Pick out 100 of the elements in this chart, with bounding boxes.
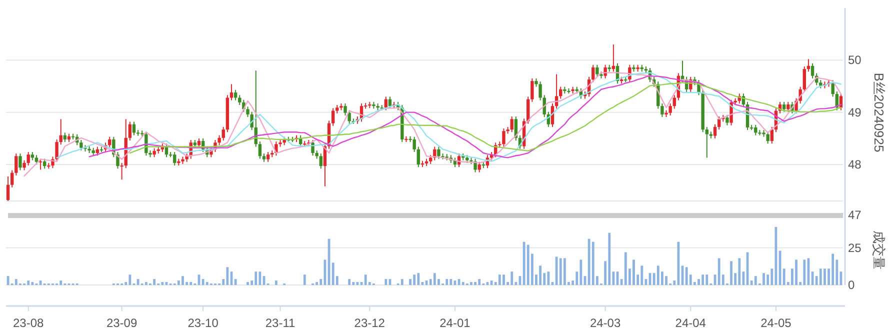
- candlestick: [612, 44, 616, 72]
- x-tick-label: 24-01: [440, 316, 471, 330]
- bar: [782, 268, 786, 285]
- x-tick-label: 23-10: [188, 316, 219, 330]
- candlestick: [230, 84, 234, 101]
- bar: [446, 279, 448, 285]
- bar: [190, 282, 192, 285]
- bar: [316, 282, 318, 285]
- bar: [608, 232, 611, 285]
- bar: [498, 274, 501, 285]
- y-axis-title: 成交量: [872, 230, 887, 270]
- candlestick: [43, 158, 46, 170]
- bar: [153, 279, 156, 285]
- bar: [136, 279, 140, 285]
- candlestick: [831, 79, 834, 98]
- bar: [677, 242, 680, 285]
- bar: [470, 282, 472, 285]
- candlestick: [596, 64, 599, 78]
- candlestick: [786, 101, 790, 112]
- bar: [352, 282, 355, 285]
- candlestick: [344, 102, 347, 116]
- bar: [824, 268, 826, 285]
- bar: [588, 238, 590, 285]
- candlestick: [10, 170, 14, 188]
- candlestick: [592, 64, 595, 83]
- bar: [803, 260, 806, 285]
- candlestick: [14, 153, 18, 176]
- bar: [632, 260, 635, 285]
- candlestick: [34, 154, 38, 165]
- bar: [770, 268, 774, 285]
- y-tick-label: 48: [848, 157, 862, 172]
- candlestick: [726, 114, 729, 126]
- candlestick: [510, 116, 514, 133]
- candlestick: [416, 146, 420, 168]
- bar: [128, 274, 132, 285]
- bar: [738, 258, 741, 285]
- bar: [60, 280, 62, 285]
- bar: [332, 262, 334, 285]
- bar: [563, 258, 566, 285]
- bar: [462, 282, 464, 285]
- candlestick: [120, 162, 124, 180]
- candlestick: [474, 158, 477, 173]
- candlestick: [266, 151, 270, 162]
- bar: [478, 279, 481, 285]
- bar: [624, 252, 627, 285]
- x-tick-label: 23-12: [354, 316, 386, 330]
- candlestick: [258, 141, 262, 160]
- bar: [832, 254, 834, 285]
- candlestick: [222, 126, 225, 141]
- bar: [762, 273, 765, 285]
- bar: [450, 279, 452, 285]
- candlestick: [559, 86, 562, 100]
- candlestick: [173, 151, 176, 166]
- bar: [702, 274, 704, 285]
- candlestick: [717, 116, 721, 130]
- bar: [417, 273, 420, 285]
- x-tick-label: 24-05: [760, 316, 792, 330]
- bar: [730, 261, 732, 285]
- y-tick-label: 47: [848, 208, 862, 222]
- bar: [819, 268, 822, 285]
- candlestick: [6, 176, 10, 202]
- bar: [539, 266, 542, 285]
- x-tick-label: 23-11: [265, 316, 296, 330]
- bar: [202, 279, 204, 285]
- candlestick: [412, 136, 416, 152]
- bar: [364, 274, 367, 285]
- bar: [206, 282, 208, 285]
- bar: [510, 272, 514, 285]
- bar: [547, 272, 550, 285]
- candlestick: [705, 126, 708, 158]
- candlestick: [108, 136, 112, 148]
- y-tick-label: 0: [848, 278, 855, 292]
- bar: [592, 242, 594, 285]
- candlestick: [713, 124, 717, 139]
- bar: [706, 274, 708, 285]
- y-tick-label: 49: [848, 105, 862, 120]
- candlestick: [38, 158, 42, 170]
- bar: [433, 273, 436, 285]
- bar: [254, 272, 258, 285]
- bar: [400, 279, 404, 285]
- bar: [303, 274, 306, 285]
- bar: [31, 282, 34, 285]
- bar: [246, 282, 249, 285]
- x-tick-label: 23-09: [106, 316, 138, 330]
- bar: [640, 266, 644, 285]
- candlestick: [63, 132, 67, 143]
- candlestick: [530, 78, 534, 102]
- bar: [234, 279, 237, 285]
- candlestick: [18, 153, 22, 171]
- candlestick: [806, 58, 810, 72]
- bar: [144, 282, 148, 285]
- bar: [27, 280, 30, 285]
- bar: [474, 282, 476, 285]
- candlestick: [238, 94, 242, 106]
- candlestick: [331, 108, 335, 126]
- candlestick: [538, 81, 542, 101]
- y-axis-title: B丝20240925: [872, 72, 887, 152]
- bar: [718, 258, 720, 285]
- x-tick-label: 24-03: [590, 316, 621, 330]
- bar: [580, 260, 582, 285]
